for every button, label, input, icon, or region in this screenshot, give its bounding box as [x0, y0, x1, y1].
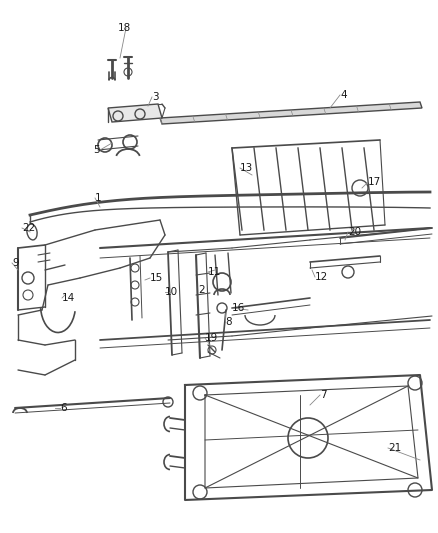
Text: 4: 4 [340, 90, 346, 100]
Text: 12: 12 [315, 272, 328, 282]
Text: 10: 10 [165, 287, 178, 297]
Text: 2: 2 [198, 285, 205, 295]
Text: 15: 15 [150, 273, 163, 283]
Text: 8: 8 [225, 317, 232, 327]
Text: 9: 9 [12, 258, 19, 268]
Text: 13: 13 [240, 163, 253, 173]
Text: 3: 3 [152, 92, 159, 102]
Polygon shape [108, 104, 162, 122]
Text: 20: 20 [348, 227, 361, 237]
Text: 16: 16 [232, 303, 245, 313]
Text: 6: 6 [60, 403, 67, 413]
Text: 11: 11 [208, 267, 221, 277]
Text: 22: 22 [22, 223, 35, 233]
Text: 5: 5 [93, 145, 100, 155]
Text: 18: 18 [118, 23, 131, 33]
Text: 7: 7 [320, 390, 327, 400]
Text: 21: 21 [388, 443, 401, 453]
Text: 17: 17 [368, 177, 381, 187]
Text: 1: 1 [95, 193, 102, 203]
Text: 19: 19 [205, 333, 218, 343]
Text: 14: 14 [62, 293, 75, 303]
Polygon shape [160, 102, 422, 124]
